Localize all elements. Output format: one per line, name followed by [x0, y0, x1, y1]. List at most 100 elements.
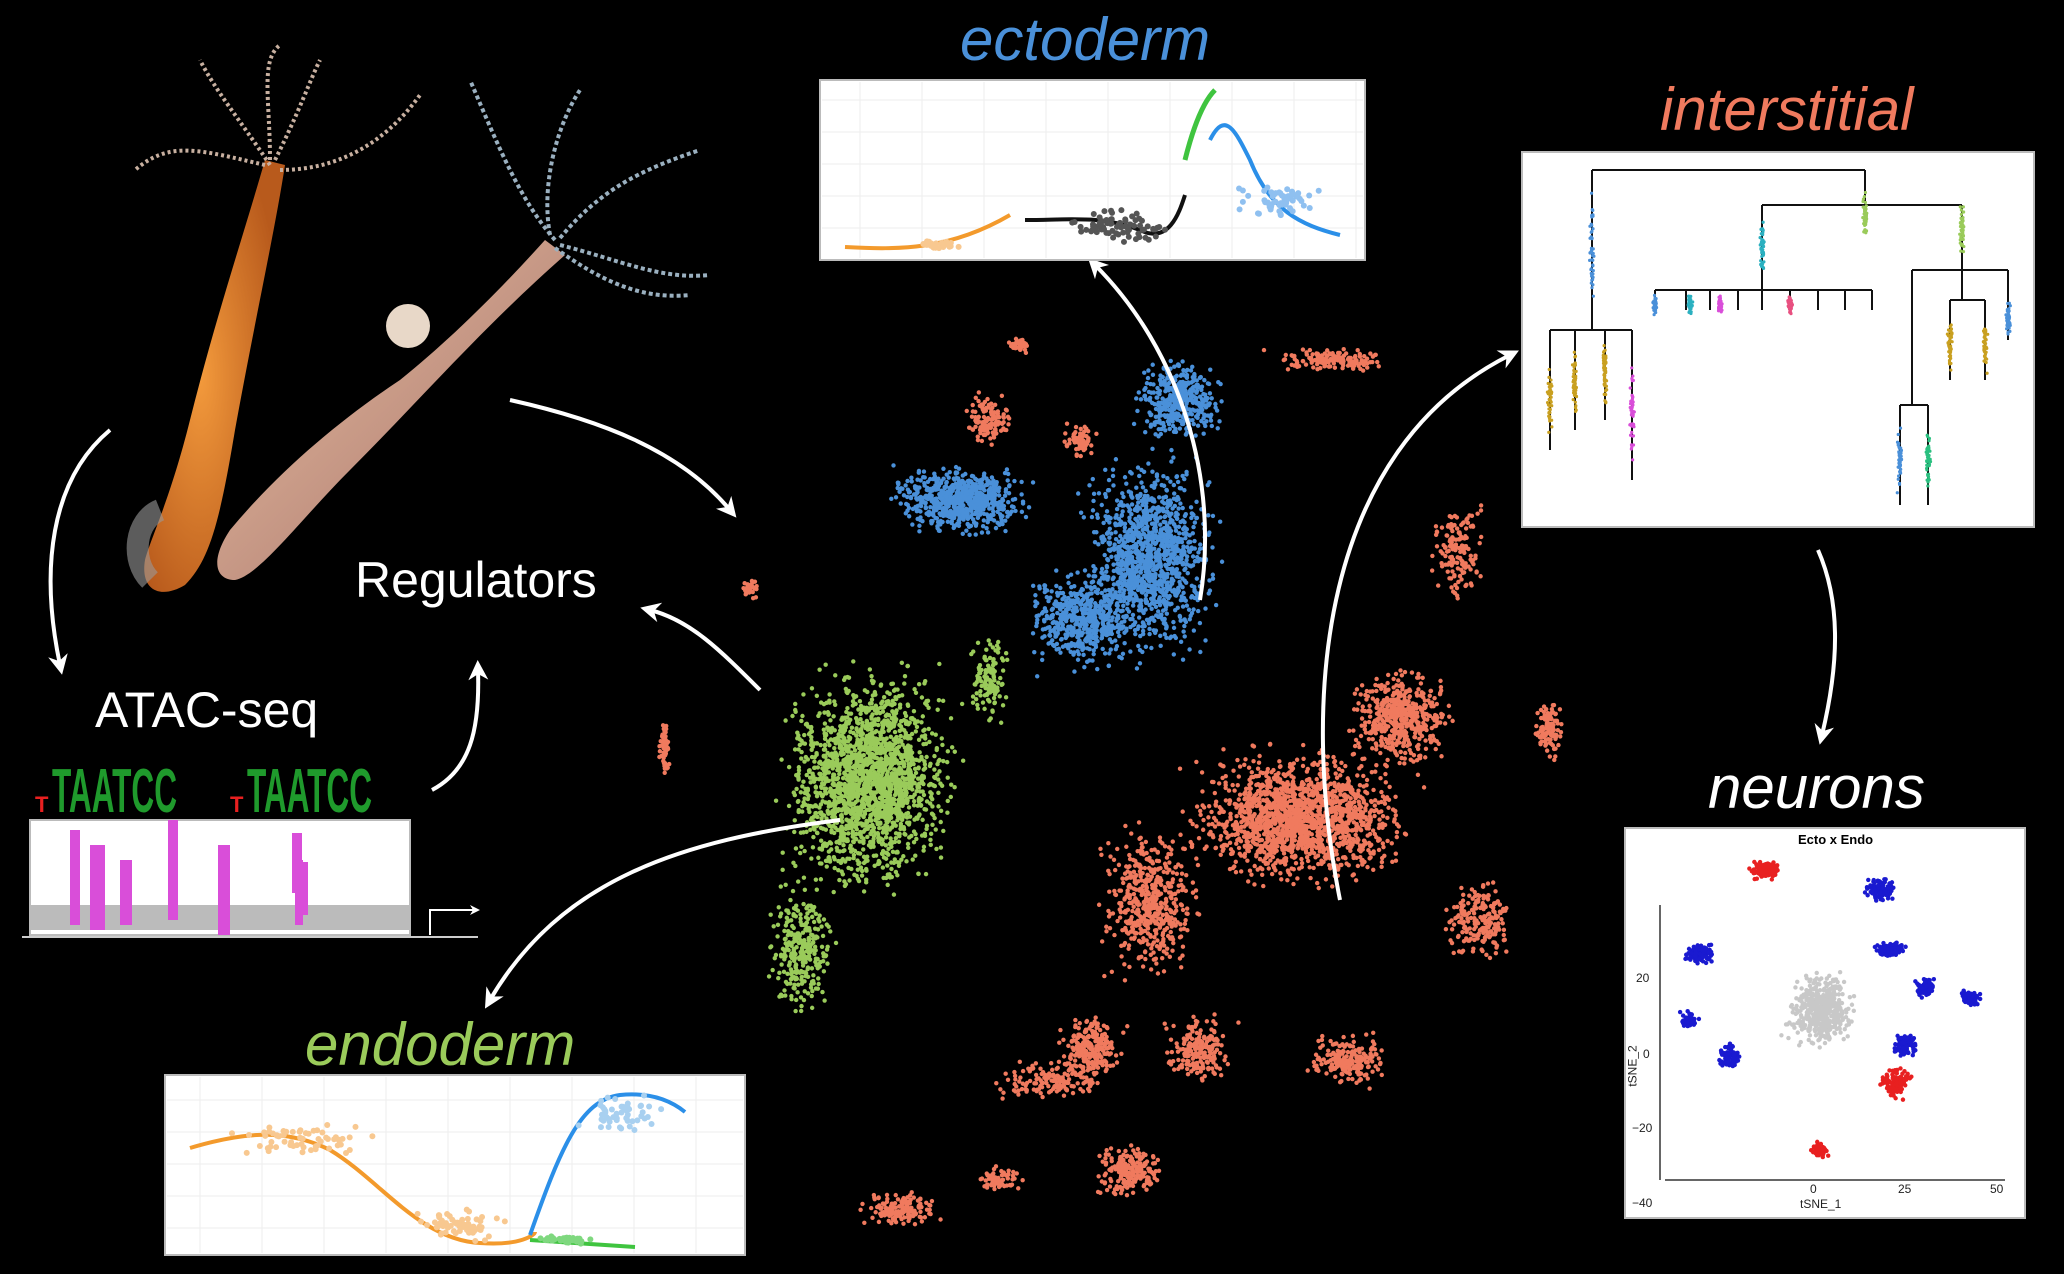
endoderm-point [869, 701, 874, 706]
ectoderm-point [968, 514, 974, 519]
endoderm-point [863, 866, 869, 872]
endoderm-point [809, 816, 814, 821]
endoderm-point [902, 728, 907, 733]
ectoderm-point [1143, 598, 1148, 604]
ectoderm-point [1208, 367, 1213, 372]
ectoderm-point [1141, 565, 1146, 570]
endoderm-point [799, 977, 804, 982]
ectoderm-point [1149, 483, 1154, 489]
endoderm-point [898, 783, 904, 788]
endoderm-point [854, 742, 859, 747]
ectoderm-point [1162, 621, 1168, 627]
ectoderm-point [1166, 534, 1171, 540]
ectoderm-point [937, 511, 942, 516]
endoderm-point [833, 940, 839, 946]
ectoderm-point [1040, 635, 1045, 640]
ectoderm-point [1034, 613, 1039, 619]
endoderm-point [871, 853, 877, 858]
endoderm-point [800, 784, 805, 789]
ectoderm-point [1161, 495, 1166, 500]
ectoderm-point [1182, 617, 1187, 622]
endoderm-point [844, 721, 849, 726]
ectoderm-point [1163, 607, 1168, 612]
endoderm-point [817, 805, 822, 810]
endoderm-point [916, 766, 921, 771]
ectoderm-point [895, 485, 900, 491]
endoderm-point [852, 824, 857, 829]
endoderm-point [855, 737, 860, 742]
ectoderm-point [939, 495, 944, 501]
endoderm-point [818, 700, 824, 705]
ectoderm-point [1152, 526, 1157, 531]
endoderm-point [847, 878, 852, 883]
ectoderm-point [1171, 429, 1177, 435]
endoderm-point [940, 742, 945, 748]
endoderm-point [914, 724, 920, 730]
ectoderm-point [1150, 532, 1155, 538]
endoderm-point [837, 771, 842, 777]
ectoderm-point [1169, 552, 1174, 557]
ectoderm-point [1035, 674, 1040, 679]
ectoderm-point [1111, 568, 1117, 574]
ectoderm-point [1217, 419, 1222, 424]
ectoderm-point [966, 478, 972, 483]
endoderm-point [924, 702, 929, 708]
endoderm-point [892, 736, 898, 742]
endoderm-point [820, 775, 826, 780]
ectoderm-point [1174, 474, 1180, 479]
endoderm-point [860, 775, 865, 781]
endoderm-point [848, 773, 853, 779]
ectoderm-point [1162, 632, 1168, 637]
endoderm-point [911, 829, 917, 834]
endoderm-point [823, 800, 828, 805]
endoderm-point [938, 808, 944, 814]
ectoderm-point [1080, 615, 1085, 620]
ectoderm-point [967, 532, 972, 538]
endoderm-point [941, 828, 946, 834]
ectoderm-point [1198, 374, 1203, 380]
endoderm-point [887, 741, 892, 746]
ectoderm-point [969, 473, 975, 479]
endoderm-point [799, 1003, 804, 1009]
ectoderm-point [956, 486, 961, 491]
ectoderm-point [1081, 515, 1087, 520]
ectoderm-point [1189, 593, 1195, 599]
endoderm-point [828, 929, 833, 934]
endoderm-point [792, 829, 797, 835]
endoderm-point [880, 779, 886, 785]
ectoderm-point [1095, 666, 1100, 672]
endoderm-point [840, 872, 846, 877]
endoderm-point [819, 785, 824, 790]
ectoderm-point [1102, 594, 1107, 599]
ectoderm-point [976, 491, 981, 497]
endoderm-point [856, 821, 862, 826]
ectoderm-point [1136, 643, 1141, 649]
ectoderm-point [1158, 413, 1164, 418]
endoderm-point [819, 847, 825, 852]
endoderm-point [893, 695, 898, 700]
endoderm-point [913, 729, 919, 734]
endoderm-point [805, 791, 810, 797]
ectoderm-point [1119, 626, 1125, 631]
ectoderm-point [1185, 571, 1190, 576]
ectoderm-point [1188, 505, 1194, 510]
endoderm-point [934, 745, 940, 751]
endoderm-point [827, 801, 832, 806]
ectoderm-point [1181, 368, 1186, 373]
ectoderm-point [1167, 635, 1173, 641]
ectoderm-point [1148, 381, 1153, 387]
ectoderm-point [1209, 412, 1214, 418]
ectoderm-point [1065, 574, 1071, 579]
ectoderm-point [928, 504, 933, 510]
endoderm-point [915, 783, 920, 789]
endoderm-point [827, 759, 832, 765]
ectoderm-point [1114, 601, 1120, 606]
ectoderm-point [915, 477, 920, 482]
endoderm-point [885, 815, 891, 820]
ectoderm-point [1111, 594, 1116, 599]
ectoderm-point [951, 515, 957, 521]
endoderm-point [870, 773, 875, 778]
ectoderm-point [1155, 556, 1161, 561]
endoderm-point [945, 749, 951, 754]
ectoderm-point [1158, 599, 1163, 604]
